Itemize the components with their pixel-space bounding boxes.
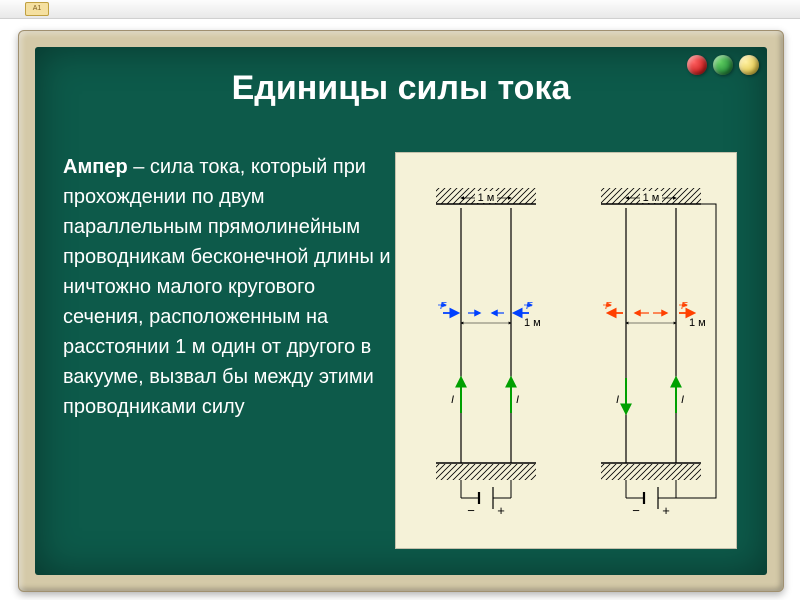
top-bar: A1	[0, 0, 800, 19]
svg-text:+: +	[662, 503, 670, 518]
minus-label: −	[467, 503, 475, 518]
body-text: Ампер – сила тока, который при прохожден…	[63, 152, 393, 422]
svg-text:F: F	[526, 301, 533, 312]
physics-diagram: 1 м 1 м F F	[396, 153, 736, 548]
term: Ампер	[63, 156, 128, 178]
tab-button[interactable]: A1	[25, 2, 49, 16]
top-gap-label-right: 1 м	[643, 192, 660, 204]
diagram-panel: 1 м 1 м F F	[395, 152, 737, 549]
svg-text:F: F	[681, 301, 688, 312]
svg-text:I: I	[516, 394, 519, 406]
circuit-right: 1 м 1 м F F	[601, 188, 706, 518]
magnet-red	[687, 55, 707, 75]
plus-label: +	[497, 503, 505, 518]
force-label: F	[440, 301, 447, 312]
magnet-yellow	[739, 55, 759, 75]
definition-text: – сила тока, который при прохождении по …	[63, 156, 391, 418]
current-label: I	[451, 394, 454, 406]
svg-text:−: −	[632, 503, 640, 518]
mid-gap-label-right: 1 м	[689, 317, 706, 329]
mid-gap-label-left: 1 м	[524, 317, 541, 329]
magnet-green	[713, 55, 733, 75]
slide: A1 Единицы силы тока Ампер – сила тока, …	[0, 0, 800, 600]
svg-text:I: I	[616, 394, 619, 406]
svg-text:I: I	[681, 394, 684, 406]
chalkboard: Единицы силы тока Ампер – сила тока, кот…	[35, 47, 767, 575]
outer-loop	[676, 204, 716, 498]
circuit-left: 1 м 1 м F F	[436, 188, 541, 518]
slide-title: Единицы силы тока	[35, 47, 767, 108]
top-gap-label-left: 1 м	[478, 192, 495, 204]
svg-text:F: F	[605, 301, 612, 312]
chalkboard-frame: Единицы силы тока Ампер – сила тока, кот…	[18, 30, 784, 592]
